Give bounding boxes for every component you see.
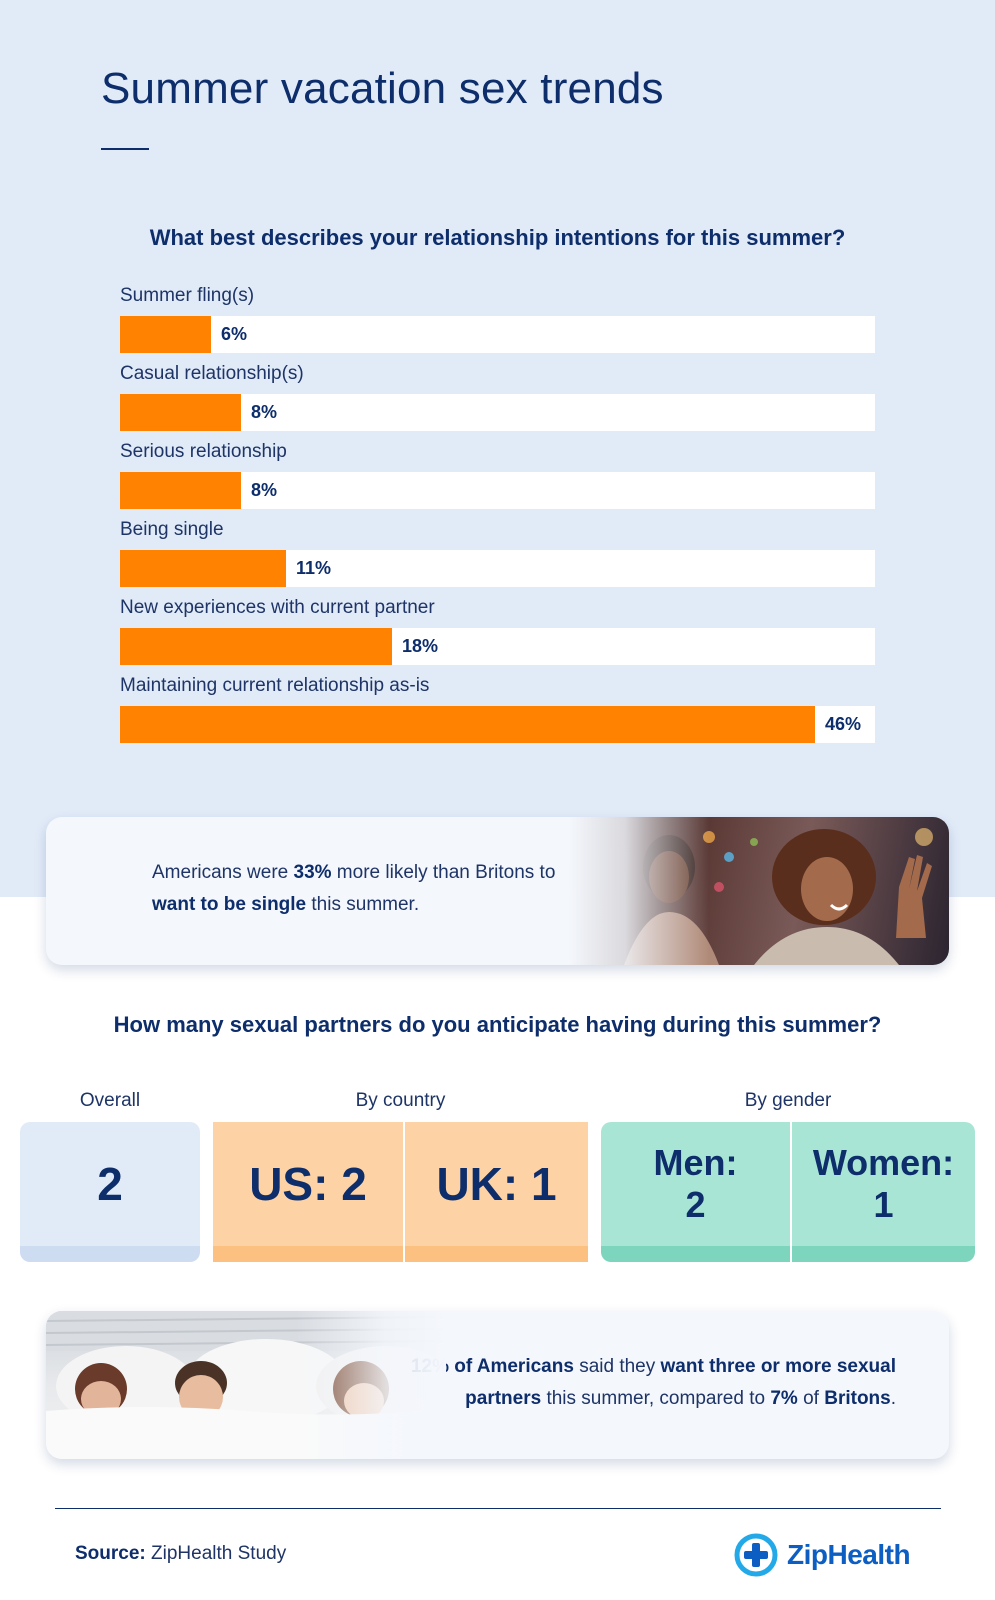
by-country-label: By country	[355, 1090, 446, 1111]
bar	[120, 394, 241, 431]
bar-category-label: Summer fling(s)	[120, 285, 255, 306]
chart-title: What best describes your relationship in…	[149, 225, 846, 250]
women-stat: Women: 1	[792, 1122, 975, 1262]
ziphealth-logo: ZipHealth	[733, 1530, 911, 1580]
men-stat: Men: 2	[601, 1122, 790, 1262]
bar	[120, 472, 241, 509]
men-value: Men: 2	[653, 1142, 738, 1225]
by-gender-label: By gender	[744, 1090, 832, 1111]
bar-value-label: 8%	[251, 480, 278, 500]
bar-category-label: Serious relationship	[120, 441, 287, 462]
bar-value-label: 6%	[221, 324, 248, 344]
bed-people-photo	[46, 1311, 446, 1459]
bar-track: 11%	[120, 550, 875, 587]
callout-partners-text: 12% of Americans said they want three or…	[410, 1356, 896, 1409]
bar	[120, 316, 211, 353]
party-women-photo	[569, 817, 949, 965]
plus-circle-icon	[734, 1533, 778, 1577]
callout-single-text: Americans were 33% more likely than Brit…	[152, 862, 556, 915]
logo-text: ZipHealth	[787, 1539, 911, 1570]
bar-track: 18%	[120, 628, 875, 665]
bar-category-label: Casual relationship(s)	[120, 363, 304, 384]
bed-photo-illustration	[46, 1311, 446, 1459]
partners-question: How many sexual partners do you anticipa…	[113, 1012, 882, 1037]
uk-stat: UK: 1	[405, 1122, 588, 1262]
bar	[120, 550, 286, 587]
footer-divider	[55, 1508, 941, 1509]
page-title: Summer vacation sex trends	[101, 64, 664, 113]
bar	[120, 706, 815, 743]
uk-value: UK: 1	[436, 1158, 557, 1210]
us-value: US: 2	[249, 1158, 367, 1210]
callout-single: Americans were 33% more likely than Brit…	[46, 817, 949, 965]
source-note: Source: ZipHealth Study	[75, 1543, 287, 1564]
bar-category-label: New experiences with current partner	[120, 597, 435, 618]
bar-track: 46%	[120, 706, 875, 743]
top-background	[0, 0, 995, 897]
bar-category-label: Being single	[120, 519, 224, 540]
callout-partners: 12% of Americans said they want three or…	[46, 1311, 949, 1459]
bar-track: 8%	[120, 394, 875, 431]
bar-value-label: 18%	[402, 636, 439, 656]
women-value: Women: 1	[812, 1142, 955, 1225]
relationship-intentions-bar-chart: Summer fling(s) 6% Casual relationship(s) 8…	[120, 285, 875, 765]
party-photo-illustration	[624, 828, 933, 965]
bar-value-label: 46%	[825, 714, 862, 734]
bar-value-label: 11%	[296, 558, 332, 578]
bar-value-label: 8%	[251, 402, 278, 422]
bar-track: 8%	[120, 472, 875, 509]
us-stat: US: 2	[213, 1122, 403, 1262]
overall-stat: 2	[20, 1122, 200, 1262]
bar-track: 6%	[120, 316, 875, 353]
title-underline	[101, 148, 149, 150]
bar-category-label: Maintaining current relationship as-is	[120, 675, 430, 696]
bar	[120, 628, 392, 665]
overall-value: 2	[97, 1158, 123, 1210]
overall-label: Overall	[79, 1090, 141, 1111]
